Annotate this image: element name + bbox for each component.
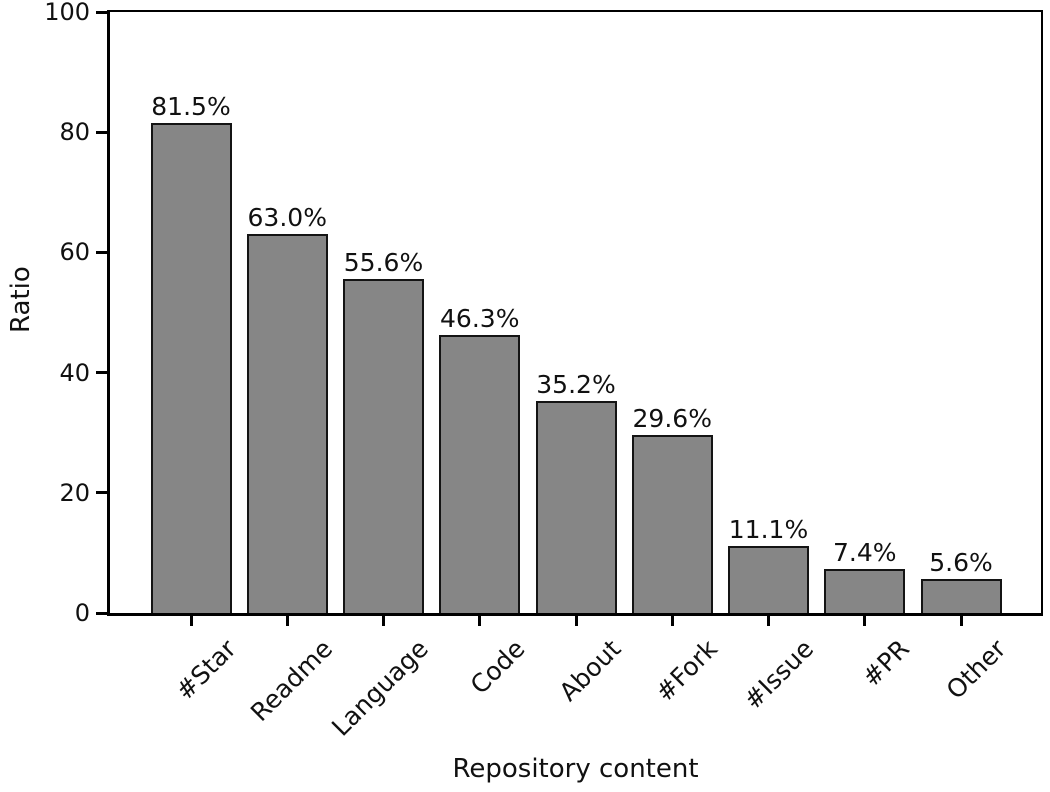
x-tick-label: #Star [169,634,242,706]
x-tick-mark [382,616,385,626]
bar-value-label: 29.6% [632,404,712,434]
bar-pr [824,568,906,613]
x-tick-label: Other [940,634,1012,705]
x-tick-mark [959,616,963,626]
x-tick-label: #PR [856,634,916,693]
bar-issue [728,546,809,613]
x-tick-label: #Fork [649,634,723,708]
bar-language [343,278,424,613]
y-tick-mark [96,611,107,615]
x-tick-label: About [553,634,627,707]
y-tick-label: 40 [59,358,90,387]
y-tick-mark [96,10,107,14]
y-tick-mark [96,250,107,254]
x-tick-label: Code [464,634,531,700]
bar-value-label: 63.0% [247,203,327,233]
bar-readme [246,234,328,613]
bar-code [439,334,521,613]
bar-value-label: 5.6% [929,548,993,578]
y-axis-title: Ratio [6,266,36,333]
x-tick-label: Language [326,634,435,742]
y-tick-mark [96,491,107,495]
x-tick-label: Readme [244,634,338,728]
x-tick-mark [767,616,770,626]
x-tick-mark [478,616,482,626]
x-tick-mark [189,616,193,626]
y-tick-mark [96,130,107,134]
x-tick-mark [574,616,578,626]
bar-about [535,401,617,613]
bar-value-label: 11.1% [728,515,809,545]
bar-star [150,123,232,613]
plot-area [96,10,1043,626]
y-tick-label: 100 [44,0,90,26]
y-tick-label: 20 [59,478,90,507]
x-tick-label: #Issue [737,634,820,716]
x-tick-mark [670,616,674,626]
bar-value-label: 81.5% [151,92,231,122]
y-tick-label: 80 [59,118,90,147]
bar-fork [631,435,713,613]
bar-value-label: 55.6% [343,247,424,277]
y-tick-mark [96,371,107,375]
bar-other [920,579,1002,613]
x-tick-mark [285,616,289,626]
bar-value-label: 35.2% [536,370,616,400]
x-tick-mark [863,616,867,626]
y-tick-label: 0 [74,599,90,627]
y-tick-label: 60 [59,238,90,267]
x-axis-title: Repository content [452,754,699,784]
bar-value-label: 46.3% [440,303,520,333]
bar-value-label: 7.4% [832,537,897,567]
